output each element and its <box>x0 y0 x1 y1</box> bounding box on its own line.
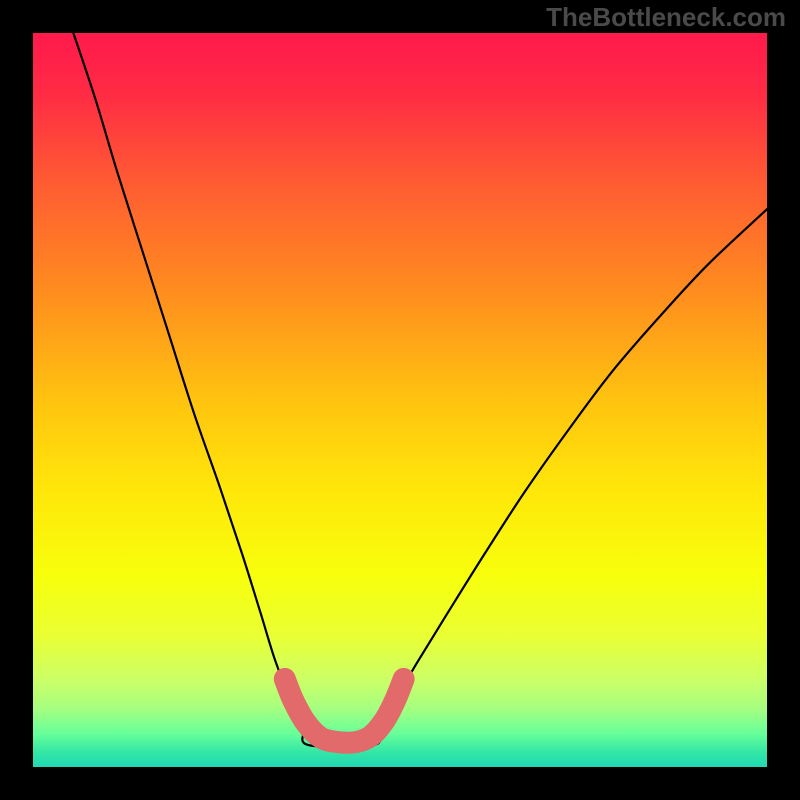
watermark-text: TheBottleneck.com <box>546 2 786 33</box>
bottom-u-overlay <box>285 679 404 743</box>
plot-area <box>33 33 767 767</box>
bottleneck-curve <box>73 33 767 747</box>
stage: TheBottleneck.com <box>0 0 800 800</box>
curve-layer <box>33 33 767 767</box>
